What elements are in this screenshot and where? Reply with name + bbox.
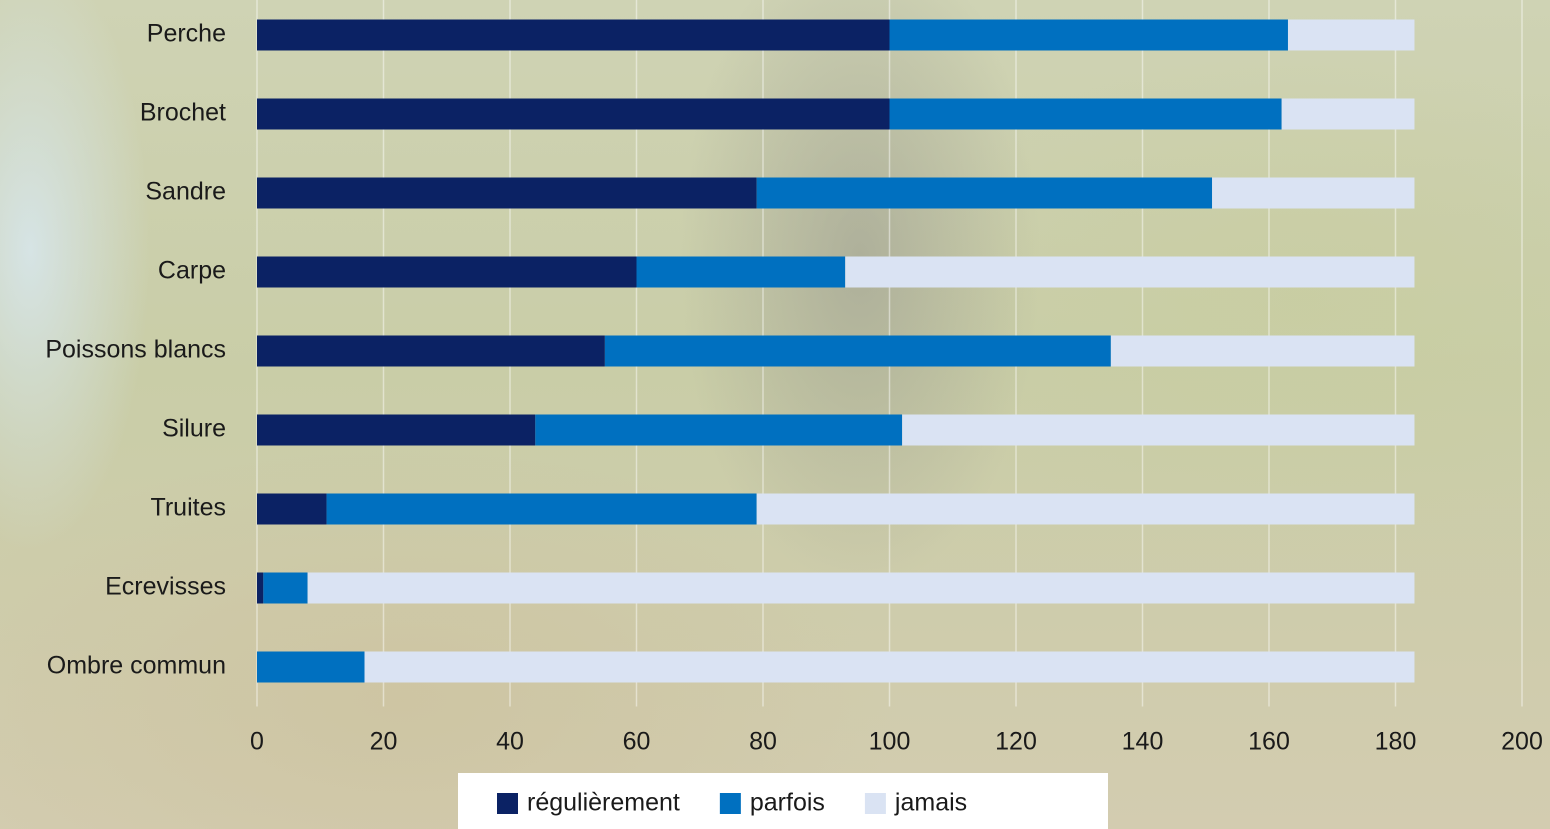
y-tick-label: Carpe — [158, 257, 226, 285]
bar-segment — [257, 99, 890, 130]
bar-segment — [257, 415, 535, 446]
bar-segment — [257, 257, 637, 288]
y-tick-label: Truites — [151, 494, 226, 522]
bar-segment — [257, 573, 263, 604]
bar-segment — [365, 652, 1415, 683]
bar-segment — [327, 494, 757, 525]
bar-segment — [757, 178, 1212, 209]
y-tick-label: Silure — [162, 415, 226, 443]
x-tick-label: 40 — [496, 728, 524, 756]
bar-segment — [257, 20, 890, 51]
x-tick-label: 0 — [250, 728, 264, 756]
legend: régulièrement parfois jamais — [458, 773, 1108, 829]
bar-segment — [757, 494, 1415, 525]
bar-segment — [845, 257, 1414, 288]
bar-segment — [1282, 99, 1415, 130]
y-tick-label: Ecrevisses — [105, 573, 226, 601]
x-tick-label: 20 — [370, 728, 398, 756]
y-tick-label: Poissons blancs — [45, 336, 226, 364]
bar-segment — [257, 336, 605, 367]
legend-swatch — [865, 793, 886, 814]
legend-swatch — [720, 793, 741, 814]
bar-segment — [535, 415, 902, 446]
x-tick-label: 120 — [995, 728, 1037, 756]
x-tick-label: 200 — [1501, 728, 1543, 756]
x-tick-label: 180 — [1375, 728, 1417, 756]
bar-segment — [308, 573, 1415, 604]
bar-segment — [890, 20, 1288, 51]
bar-segment — [257, 652, 365, 683]
bar-segment — [263, 573, 307, 604]
x-tick-label: 160 — [1248, 728, 1290, 756]
bar-segment — [637, 257, 846, 288]
bar-segment — [605, 336, 1111, 367]
y-tick-label: Sandre — [145, 178, 226, 206]
page: {"chart_data": {"type": "stacked-barh", … — [0, 0, 1550, 829]
x-tick-label: 80 — [749, 728, 777, 756]
y-tick-label: Ombre commun — [47, 652, 226, 680]
bar-segment — [890, 99, 1282, 130]
y-tick-label: Brochet — [140, 99, 226, 127]
legend-label: régulièrement — [527, 789, 680, 817]
bar-segment — [1111, 336, 1415, 367]
legend-label: parfois — [750, 789, 825, 817]
bar-segment — [257, 178, 757, 209]
x-tick-label: 60 — [623, 728, 651, 756]
chart: 0 20 40 60 80 100 120 140 160 180 200 Perche Brochet… — [0, 0, 1550, 829]
x-tick-label: 100 — [869, 728, 911, 756]
legend-swatch — [497, 793, 518, 814]
bar-segment — [1212, 178, 1414, 209]
bar-segment — [902, 415, 1414, 446]
y-tick-label: Perche — [147, 20, 226, 48]
bar-segment — [257, 494, 327, 525]
legend-label: jamais — [894, 789, 967, 817]
bar-segment — [1288, 20, 1415, 51]
x-tick-label: 140 — [1122, 728, 1164, 756]
